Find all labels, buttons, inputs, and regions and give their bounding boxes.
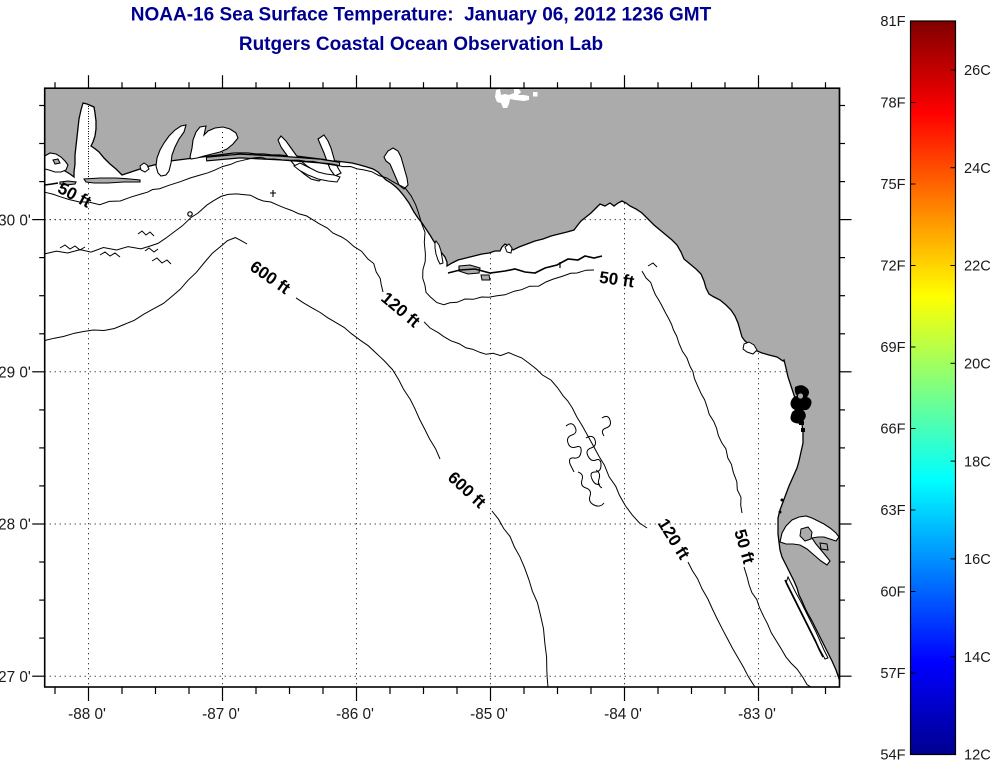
svg-text:28 0': 28 0'	[0, 517, 31, 534]
svg-text:12C: 12C	[964, 748, 991, 764]
svg-text:60F: 60F	[880, 585, 905, 601]
svg-text:50 ft: 50 ft	[730, 527, 758, 566]
svg-text:Rutgers Coastal Ocean Observat: Rutgers Coastal Ocean Observation Lab	[239, 34, 603, 55]
svg-text:600 ft: 600 ft	[247, 257, 295, 298]
svg-text:30 0': 30 0'	[0, 212, 31, 229]
svg-text:-85 0': -85 0'	[470, 706, 508, 723]
svg-text:120 ft: 120 ft	[654, 515, 694, 563]
svg-text:57F: 57F	[880, 666, 905, 682]
svg-text:54F: 54F	[880, 748, 905, 764]
svg-text:69F: 69F	[880, 340, 905, 356]
svg-text:-86 0': -86 0'	[336, 706, 374, 723]
svg-text:26C: 26C	[964, 63, 991, 79]
svg-text:66F: 66F	[880, 422, 905, 438]
svg-text:-87 0': -87 0'	[202, 706, 240, 723]
svg-text:50 ft: 50 ft	[598, 268, 636, 292]
svg-text:78F: 78F	[880, 96, 905, 112]
svg-text:-83 0': -83 0'	[738, 706, 776, 723]
svg-text:27 0': 27 0'	[0, 669, 31, 686]
svg-text:20C: 20C	[964, 357, 991, 373]
svg-text:63F: 63F	[880, 503, 905, 519]
svg-text:75F: 75F	[880, 177, 905, 193]
svg-text:14C: 14C	[964, 650, 991, 666]
svg-text:NOAA-16 Sea Surface Temperatur: NOAA-16 Sea Surface Temperature: January…	[131, 4, 712, 25]
svg-text:18C: 18C	[964, 454, 991, 470]
svg-text:600 ft: 600 ft	[444, 468, 490, 512]
svg-text:29 0': 29 0'	[0, 365, 31, 382]
svg-text:120 ft: 120 ft	[377, 288, 423, 331]
svg-text:-88 0': -88 0'	[68, 706, 106, 723]
svg-text:24C: 24C	[964, 161, 991, 177]
svg-text:16C: 16C	[964, 552, 991, 568]
svg-text:-84 0': -84 0'	[604, 706, 642, 723]
svg-text:22C: 22C	[964, 259, 991, 275]
svg-text:72F: 72F	[880, 259, 905, 275]
svg-text:81F: 81F	[880, 14, 905, 30]
